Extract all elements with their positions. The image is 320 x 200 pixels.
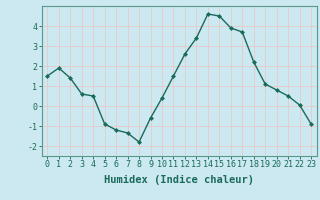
X-axis label: Humidex (Indice chaleur): Humidex (Indice chaleur) [104,175,254,185]
